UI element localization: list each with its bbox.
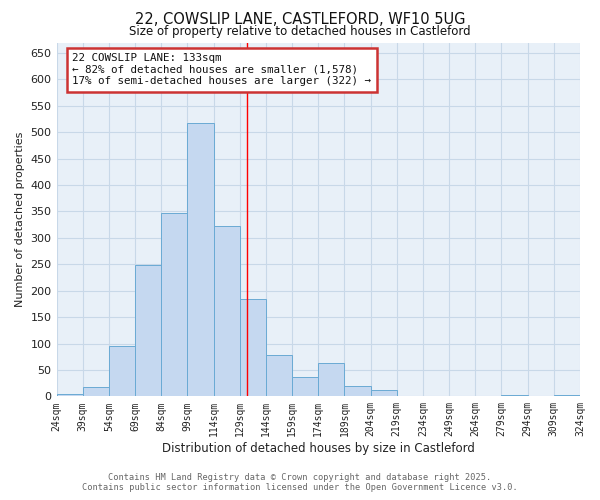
Bar <box>187 124 214 396</box>
Text: 22, COWSLIP LANE, CASTLEFORD, WF10 5UG: 22, COWSLIP LANE, CASTLEFORD, WF10 5UG <box>135 12 465 28</box>
Bar <box>109 346 135 397</box>
Text: 22 COWSLIP LANE: 133sqm
← 82% of detached houses are smaller (1,578)
17% of semi: 22 COWSLIP LANE: 133sqm ← 82% of detache… <box>72 53 371 86</box>
Bar <box>266 354 292 397</box>
X-axis label: Distribution of detached houses by size in Castleford: Distribution of detached houses by size … <box>162 442 475 455</box>
Bar <box>318 362 344 396</box>
Bar <box>56 394 83 396</box>
Bar <box>371 390 397 396</box>
Bar <box>502 394 527 396</box>
Text: Contains HM Land Registry data © Crown copyright and database right 2025.
Contai: Contains HM Land Registry data © Crown c… <box>82 473 518 492</box>
Bar <box>292 377 318 396</box>
Text: Size of property relative to detached houses in Castleford: Size of property relative to detached ho… <box>129 25 471 38</box>
Bar <box>135 266 161 396</box>
Bar <box>240 298 266 396</box>
Bar <box>344 386 371 396</box>
Bar <box>554 394 580 396</box>
Bar <box>214 226 240 396</box>
Bar <box>83 388 109 396</box>
Bar <box>161 213 187 396</box>
Y-axis label: Number of detached properties: Number of detached properties <box>15 132 25 307</box>
